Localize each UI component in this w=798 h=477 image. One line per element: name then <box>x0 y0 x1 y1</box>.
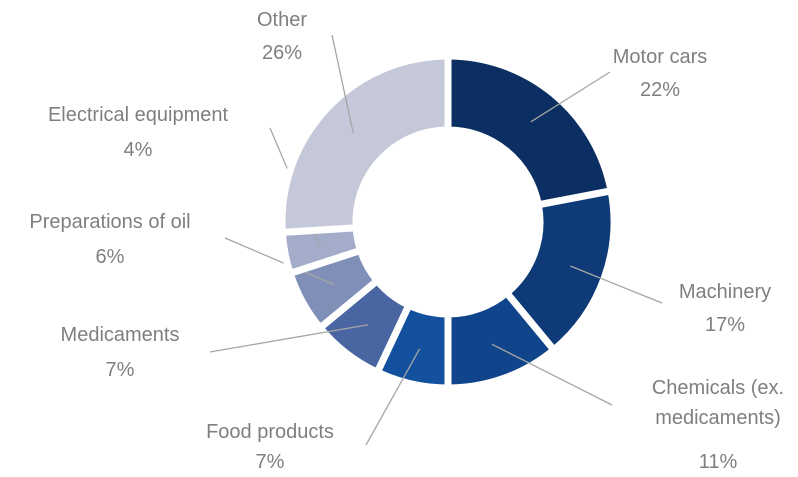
slice-label: Motor cars <box>612 46 708 68</box>
leader-line <box>570 265 663 304</box>
donut-slice <box>278 52 452 237</box>
value-label: 6% <box>95 246 125 268</box>
value-label: 11% <box>698 451 738 473</box>
value-label: 17% <box>704 314 746 336</box>
donut-slice <box>444 52 616 209</box>
value-label: 26% <box>261 42 303 64</box>
value-label: 7% <box>255 451 285 473</box>
leader-line <box>331 34 354 134</box>
slice-label: Machinery <box>678 281 772 303</box>
slice-label: Chemicals (ex. medicaments) <box>651 377 785 429</box>
slice-label: Preparations of oil <box>29 211 191 233</box>
value-label: 22% <box>639 79 681 101</box>
value-label: 4% <box>123 139 153 161</box>
value-label: 7% <box>105 359 135 381</box>
leader-line <box>530 71 611 123</box>
leader-line <box>224 237 335 286</box>
leader-line <box>491 343 613 406</box>
slice-label: Electrical equipment <box>47 104 229 126</box>
leader-line <box>365 348 421 446</box>
slice-label: Food products <box>206 421 334 443</box>
slice-label: Other <box>256 9 308 31</box>
leader-line <box>209 324 369 353</box>
slice-label: Medicaments <box>60 324 180 346</box>
